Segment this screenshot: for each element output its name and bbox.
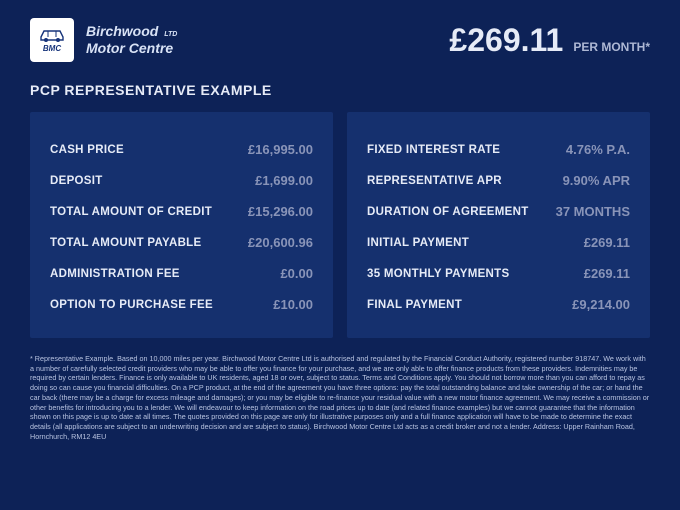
right-value: £269.11 xyxy=(584,235,630,250)
card-right: FIXED INTEREST RATE 4.76% P.A. REPRESENTAT… xyxy=(347,112,650,338)
price-amount: £269.11 xyxy=(449,22,563,59)
right-value: 9.90% APR xyxy=(563,173,630,188)
brand-block: BMC Birchwood LTD Motor Centre xyxy=(30,18,177,62)
left-value: £0.00 xyxy=(280,266,313,281)
right-label: REPRESENTATIVE APR xyxy=(367,175,502,187)
right-value: 4.76% P.A. xyxy=(566,142,630,157)
right-value: 37 MONTHS xyxy=(556,204,630,219)
brand-text: Birchwood LTD Motor Centre xyxy=(86,23,177,57)
right-row: FINAL PAYMENT £9,214.00 xyxy=(367,289,630,320)
right-label: FINAL PAYMENT xyxy=(367,299,462,311)
left-label: CASH PRICE xyxy=(50,144,124,156)
section-title: PCP REPRESENTATIVE EXAMPLE xyxy=(0,72,680,112)
left-row: DEPOSIT £1,699.00 xyxy=(50,165,313,196)
brand-line1: Birchwood xyxy=(86,23,158,39)
left-value: £15,296.00 xyxy=(248,204,313,219)
left-row: OPTION TO PURCHASE FEE £10.00 xyxy=(50,289,313,320)
price-per-month: PER MONTH* xyxy=(573,40,650,54)
cards-container: CASH PRICE £16,995.00 DEPOSIT £1,699.00 TOTA… xyxy=(0,112,680,338)
brand-line2: Motor Centre xyxy=(86,40,177,57)
right-row: 35 MONTHLY PAYMENTS £269.11 xyxy=(367,258,630,289)
left-label: TOTAL AMOUNT PAYABLE xyxy=(50,237,201,249)
brand-ltd: LTD xyxy=(164,31,177,38)
car-icon xyxy=(37,27,67,43)
right-label: INITIAL PAYMENT xyxy=(367,237,469,249)
card-left: CASH PRICE £16,995.00 DEPOSIT £1,699.00 TOTA… xyxy=(30,112,333,338)
right-value: £9,214.00 xyxy=(572,297,630,312)
left-row: TOTAL AMOUNT OF CREDIT £15,296.00 xyxy=(50,196,313,227)
right-label: 35 MONTHLY PAYMENTS xyxy=(367,268,509,280)
left-value: £10.00 xyxy=(273,297,313,312)
left-value: £16,995.00 xyxy=(248,142,313,157)
left-row: TOTAL AMOUNT PAYABLE £20,600.96 xyxy=(50,227,313,258)
left-label: ADMINISTRATION FEE xyxy=(50,268,180,280)
left-row: CASH PRICE £16,995.00 xyxy=(50,134,313,165)
right-row: INITIAL PAYMENT £269.11 xyxy=(367,227,630,258)
left-label: TOTAL AMOUNT OF CREDIT xyxy=(50,206,212,218)
header: BMC Birchwood LTD Motor Centre £269.11 P… xyxy=(0,0,680,72)
left-row: ADMINISTRATION FEE £0.00 xyxy=(50,258,313,289)
right-label: DURATION OF AGREEMENT xyxy=(367,206,529,218)
right-value: £269.11 xyxy=(584,266,630,281)
price-block: £269.11 PER MONTH* xyxy=(449,22,650,59)
right-row: DURATION OF AGREEMENT 37 MONTHS xyxy=(367,196,630,227)
left-value: £20,600.96 xyxy=(248,235,313,250)
right-label: FIXED INTEREST RATE xyxy=(367,144,500,156)
brand-logo: BMC xyxy=(30,18,74,62)
left-value: £1,699.00 xyxy=(255,173,313,188)
disclaimer-text: * Representative Example. Based on 10,00… xyxy=(0,338,680,441)
left-label: DEPOSIT xyxy=(50,175,103,187)
brand-abbrev: BMC xyxy=(43,44,61,53)
right-row: FIXED INTEREST RATE 4.76% P.A. xyxy=(367,134,630,165)
left-label: OPTION TO PURCHASE FEE xyxy=(50,299,213,311)
right-row: REPRESENTATIVE APR 9.90% APR xyxy=(367,165,630,196)
